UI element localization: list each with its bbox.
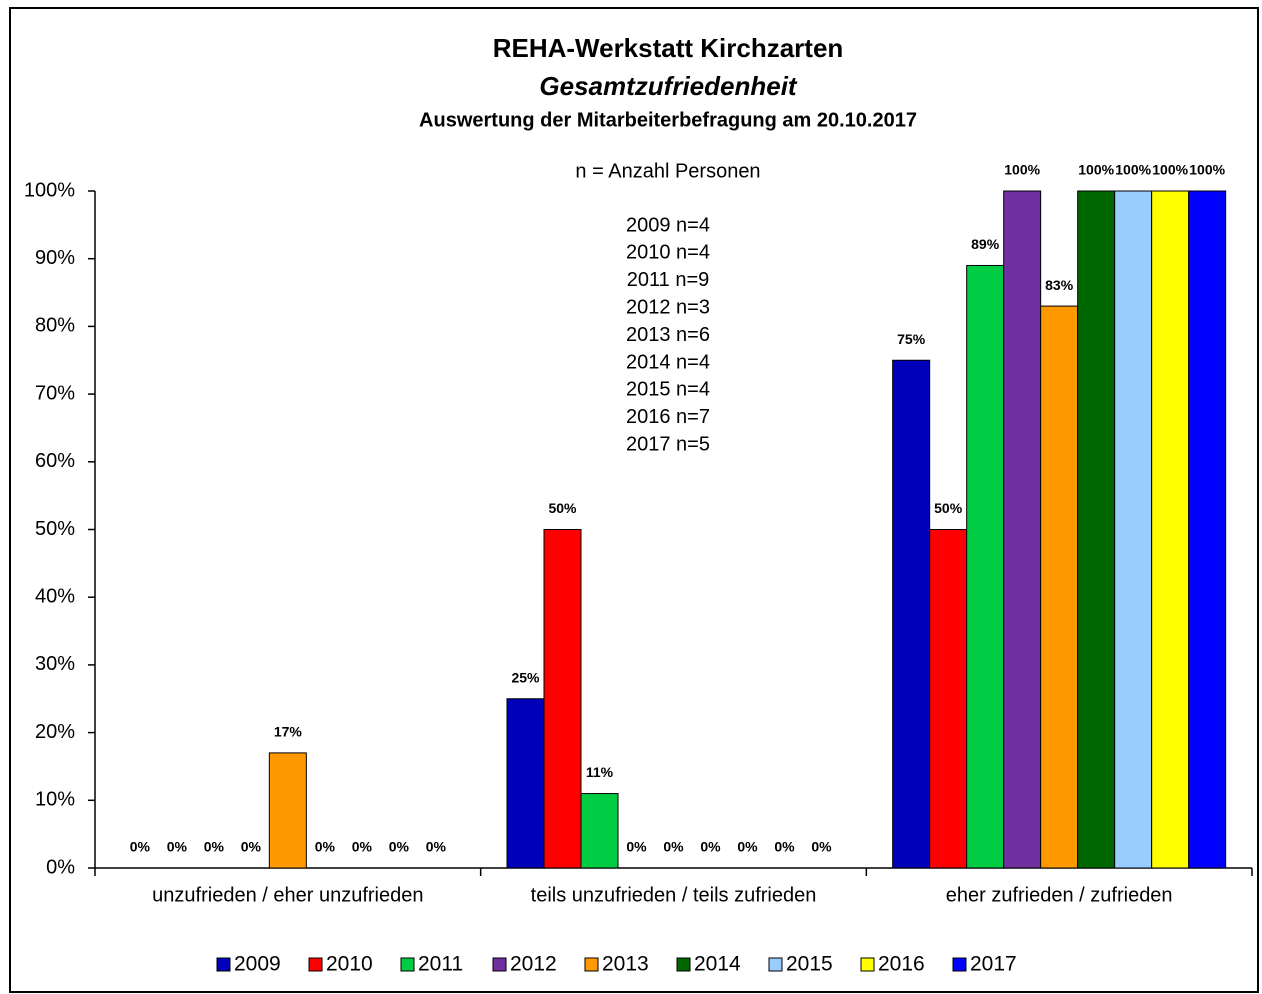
data-label: 0% xyxy=(774,839,795,855)
x-tick-label: teils unzufrieden / teils zufrieden xyxy=(531,884,817,906)
legend-label: 2015 xyxy=(786,953,833,976)
legend-swatch xyxy=(400,957,415,972)
bar xyxy=(1003,190,1042,869)
bar xyxy=(1151,190,1190,869)
legend-label: 2010 xyxy=(326,953,373,976)
data-label: 75% xyxy=(897,331,926,347)
data-label: 100% xyxy=(1004,162,1040,178)
legend-swatch xyxy=(860,957,875,972)
data-label: 0% xyxy=(737,839,758,855)
data-label: 11% xyxy=(586,764,614,780)
bar xyxy=(1114,190,1153,869)
legend-label: 2011 xyxy=(418,953,463,976)
bar xyxy=(1077,190,1116,869)
data-label: 0% xyxy=(130,839,151,855)
y-tick-label: 10% xyxy=(35,789,75,811)
annotation: 2015 n=4 xyxy=(626,379,710,401)
data-label: 0% xyxy=(663,839,684,855)
bar xyxy=(580,793,619,869)
legend-swatch xyxy=(216,957,231,972)
x-tick-label: eher zufrieden / zufrieden xyxy=(946,884,1173,906)
legend-label: 2013 xyxy=(602,953,649,976)
bar xyxy=(892,359,931,869)
legend-label: 2014 xyxy=(694,953,741,976)
legend-swatch xyxy=(584,957,599,972)
data-label: 100% xyxy=(1078,162,1114,178)
y-tick-label: 60% xyxy=(35,450,75,472)
data-label: 100% xyxy=(1115,162,1151,178)
data-label: 25% xyxy=(511,669,540,685)
annotation: 2012 n=3 xyxy=(626,296,710,318)
data-label: 17% xyxy=(274,724,303,740)
y-tick-label: 80% xyxy=(35,315,75,337)
bar xyxy=(506,698,545,869)
data-label: 0% xyxy=(389,839,410,855)
data-label: 0% xyxy=(426,839,447,855)
legend-swatch xyxy=(676,957,691,972)
legend-label: 2016 xyxy=(878,953,925,976)
data-label: 83% xyxy=(1045,277,1074,293)
legend-label: 2017 xyxy=(970,953,1017,976)
legend-swatch xyxy=(768,957,783,972)
annotation: 2017 n=5 xyxy=(626,433,710,455)
annotation: 2010 n=4 xyxy=(626,242,710,264)
y-tick-label: 20% xyxy=(35,721,75,743)
data-label: 100% xyxy=(1152,162,1188,178)
chart-subtitle: Gesamtzufriedenheit xyxy=(539,71,798,101)
annotation: 2016 n=7 xyxy=(626,406,710,428)
data-label: 0% xyxy=(167,839,188,855)
y-tick-label: 70% xyxy=(35,382,75,404)
data-label: 0% xyxy=(352,839,373,855)
legend-swatch xyxy=(952,957,967,972)
annotation: 2013 n=6 xyxy=(626,324,710,346)
y-tick-label: 30% xyxy=(35,653,75,675)
bar xyxy=(966,264,1005,869)
data-label: 0% xyxy=(315,839,336,855)
annotation: 2014 n=4 xyxy=(626,351,710,373)
data-label: 50% xyxy=(934,500,963,516)
data-label: 0% xyxy=(204,839,225,855)
y-tick-label: 90% xyxy=(35,247,75,269)
y-tick-label: 40% xyxy=(35,585,75,607)
data-label: 100% xyxy=(1189,162,1225,178)
chart-subtitle: Auswertung der Mitarbeiterbefragung am 2… xyxy=(419,109,917,131)
y-tick-label: 100% xyxy=(24,179,75,201)
data-label: 0% xyxy=(626,839,647,855)
bar xyxy=(1188,190,1227,869)
data-label: 89% xyxy=(971,236,1000,252)
bar xyxy=(268,752,307,869)
bar xyxy=(1040,305,1079,869)
data-label: 50% xyxy=(548,500,577,516)
bar xyxy=(543,529,582,869)
y-tick-label: 50% xyxy=(35,518,75,540)
legend-label: 2009 xyxy=(234,953,281,976)
legend-swatch xyxy=(492,957,507,972)
legend-label: 2012 xyxy=(510,953,557,976)
annotation: 2009 n=4 xyxy=(626,214,710,236)
legend-swatch xyxy=(308,957,323,972)
data-label: 0% xyxy=(811,839,832,855)
annotation: n = Anzahl Personen xyxy=(575,160,760,182)
bar xyxy=(929,529,968,869)
annotation: 2011 n=9 xyxy=(627,269,710,291)
data-label: 0% xyxy=(700,839,721,855)
chart-title: REHA-Werkstatt Kirchzarten xyxy=(493,33,844,63)
y-tick-label: 0% xyxy=(46,856,75,878)
data-label: 0% xyxy=(241,839,262,855)
x-tick-label: unzufrieden / eher unzufrieden xyxy=(152,884,423,906)
